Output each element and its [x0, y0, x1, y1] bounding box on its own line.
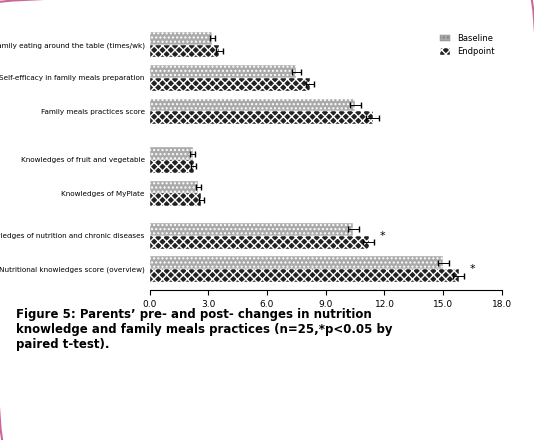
Bar [150, 111, 373, 124]
Bar [150, 65, 296, 78]
Bar [150, 44, 219, 57]
Text: Figure 5: Parents’ pre- and post- changes in nutrition
knowledge and family meal: Figure 5: Parents’ pre- and post- change… [16, 308, 392, 351]
Text: *: * [469, 264, 475, 274]
Bar [150, 160, 194, 172]
Bar [150, 236, 369, 249]
Bar [150, 32, 212, 44]
Bar [150, 269, 459, 282]
Bar [150, 193, 201, 206]
Bar [150, 78, 310, 91]
Legend: Baseline, Endpoint: Baseline, Endpoint [437, 30, 498, 59]
Text: *: * [379, 231, 385, 241]
Bar [150, 99, 355, 111]
Bar [150, 180, 199, 193]
Bar [150, 223, 353, 236]
Bar [150, 147, 193, 160]
Bar [150, 257, 443, 269]
